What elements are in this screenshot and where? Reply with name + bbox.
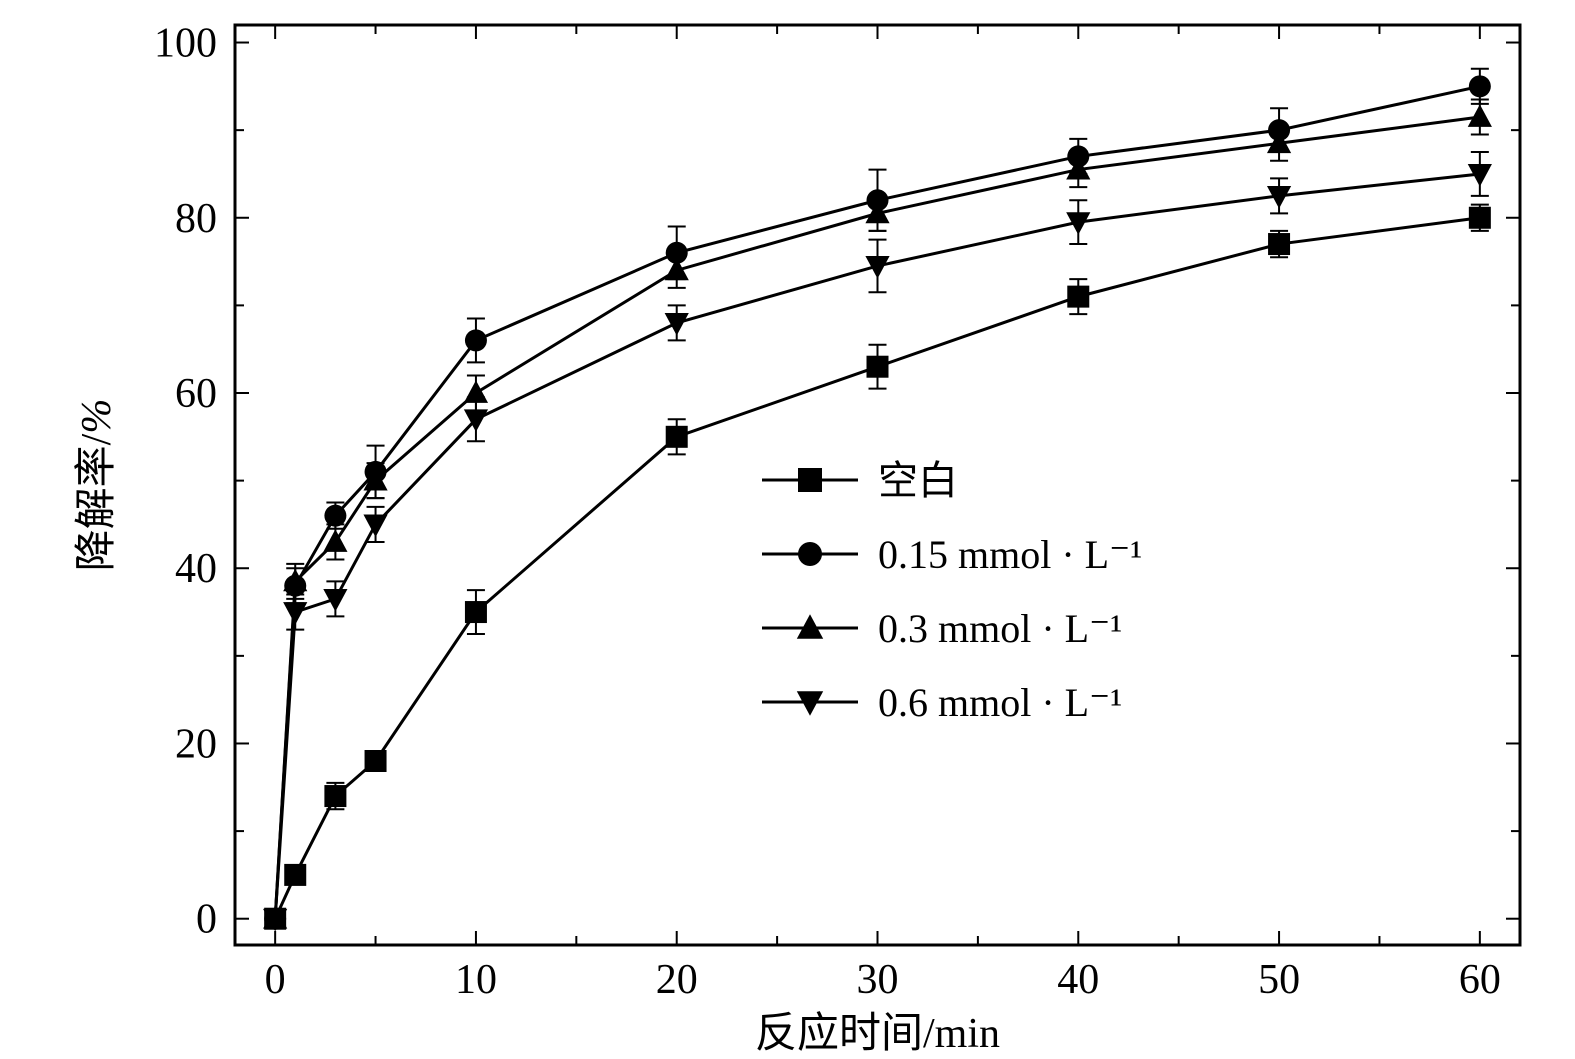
y-tick-label: 60 — [175, 371, 217, 417]
legend-label-blank: 空白 — [878, 458, 958, 503]
x-tick-label: 10 — [455, 957, 497, 1003]
x-tick-label: 40 — [1057, 957, 1099, 1003]
x-tick-label: 30 — [857, 957, 899, 1003]
degradation-rate-chart: 0 10 20 30 40 50 60 0 20 40 60 80 100 反应时间/min 降解率/% 空白… — [0, 0, 1575, 1059]
y-tick-label: 40 — [175, 546, 217, 592]
x-tick-label: 0 — [265, 957, 286, 1003]
x-tick-label: 20 — [656, 957, 698, 1003]
y-tick-label: 0 — [196, 897, 217, 943]
x-tick-label: 60 — [1459, 957, 1501, 1003]
y-tick-label: 100 — [154, 21, 217, 67]
chart-container: 0 10 20 30 40 50 60 0 20 40 60 80 100 反应时间/min 降解率/% 空白… — [0, 0, 1575, 1059]
y-axis-label: 降解率/% — [73, 399, 120, 572]
y-tick-label: 20 — [175, 721, 217, 767]
x-axis-label: 反应时间/min — [755, 1010, 1000, 1057]
legend-label-c03: 0.3 mmol · L⁻¹ — [878, 606, 1122, 651]
legend-label-c06: 0.6 mmol · L⁻¹ — [878, 680, 1122, 725]
x-tick-label: 50 — [1258, 957, 1300, 1003]
y-tick-label: 80 — [175, 196, 217, 242]
legend-label-c015: 0.15 mmol · L⁻¹ — [878, 532, 1142, 577]
